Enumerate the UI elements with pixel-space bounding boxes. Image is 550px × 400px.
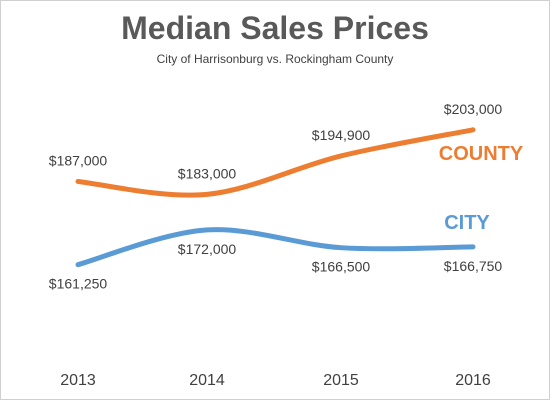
city-data-label: $166,750 <box>444 258 503 274</box>
city-line <box>75 227 476 268</box>
series-city: $161,250 $172,000 $166,500 $166,750 CITY <box>49 212 503 292</box>
county-series-label: COUNTY <box>439 143 524 165</box>
city-series-label: CITY <box>444 212 490 234</box>
county-line <box>75 127 476 198</box>
city-data-label: $161,250 <box>49 276 108 292</box>
x-axis: 2013 2014 2015 2016 <box>60 372 491 389</box>
county-data-label: $203,000 <box>444 101 503 117</box>
x-tick-label: 2014 <box>189 372 225 389</box>
chart-subtitle: City of Harrisonburg vs. Rockingham Coun… <box>157 52 394 66</box>
county-data-label: $194,900 <box>312 127 371 143</box>
chart-title: Median Sales Prices <box>121 10 429 46</box>
city-data-label: $172,000 <box>178 241 237 257</box>
x-tick-label: 2015 <box>323 372 359 389</box>
x-tick-label: 2013 <box>60 372 96 389</box>
x-tick-label: 2016 <box>455 372 491 389</box>
county-data-label: $187,000 <box>49 152 108 168</box>
city-data-label: $166,500 <box>312 259 371 275</box>
county-data-label: $183,000 <box>178 165 237 181</box>
series-county: $187,000 $183,000 $194,900 $203,000 COUN… <box>49 101 524 198</box>
